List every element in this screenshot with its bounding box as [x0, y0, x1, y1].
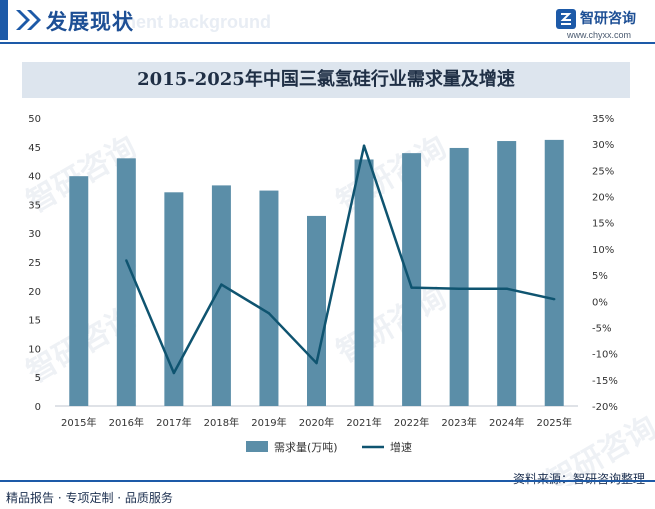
y-left-tick-label: 10: [28, 344, 41, 355]
bar: [402, 153, 422, 406]
y-left-tick-label: 30: [28, 229, 41, 240]
y-right-tick-label: -5%: [592, 323, 611, 334]
bar: [69, 176, 89, 406]
page-header: ment background 发展现状 智研咨询 www.chyxx.com: [0, 0, 655, 44]
y-right-tick-label: 5%: [592, 271, 608, 282]
line-point: [505, 287, 508, 290]
bar: [307, 215, 326, 406]
line-point: [267, 312, 271, 315]
footer-slogan: 精品报告 · 专项定制 · 品质服务: [6, 491, 173, 505]
chevron-right-icon: [16, 10, 41, 30]
y-right-tick-label: -10%: [592, 350, 618, 361]
bar: [211, 185, 231, 406]
y-left-tick-label: 25: [28, 258, 41, 269]
line-point: [125, 259, 128, 262]
x-tick-label: 2018年: [204, 416, 239, 429]
line-point: [553, 297, 556, 301]
y-right-tick-label: 15%: [592, 219, 614, 230]
chart-title-band: [22, 62, 630, 98]
y-right-tick-label: 20%: [592, 193, 614, 204]
y-right-tick-label: -20%: [592, 402, 618, 413]
page-title: 发展现状: [46, 10, 134, 34]
header-divider: [0, 42, 655, 44]
y-right-tick-label: 30%: [592, 140, 614, 151]
bar-series: [69, 139, 564, 406]
y-left-tick-label: 15: [28, 316, 41, 327]
y-left-tick-label: 20: [28, 287, 41, 298]
chart-title: 2015-2025年中国三氯氢硅行业需求量及增速: [137, 69, 515, 90]
y-left-tick-label: 50: [28, 114, 41, 125]
header-watermark: ment background: [120, 12, 272, 32]
y-right-tick-label: 25%: [592, 166, 614, 177]
y-left-tick-label: 0: [35, 402, 41, 413]
x-tick-label: 2021年: [346, 416, 381, 429]
brand-name: 智研咨询: [580, 11, 636, 27]
y-left-tick-label: 40: [28, 172, 41, 183]
x-tick-label: 2016年: [109, 416, 144, 429]
legend: 需求量(万吨) 增速: [246, 440, 412, 454]
x-tick-label: 2017年: [156, 416, 191, 429]
page-footer: [0, 486, 655, 509]
x-axis: 2015年 2016年 2017年 2018年 2019年 2020年 2021年 2022年…: [61, 416, 572, 429]
line-point: [172, 371, 176, 375]
x-tick-label: 2020年: [299, 416, 334, 429]
legend-label: 需求量(万吨): [274, 441, 338, 454]
bar: [544, 139, 564, 406]
bar: [449, 147, 469, 406]
bar: [116, 158, 136, 406]
chart-canvas: 0 5 10 15 20 25 30 35 40 45 50 -20% -15% -10% -5% 0% 5%…: [28, 114, 618, 454]
x-tick-label: 2025年: [537, 416, 572, 429]
line-point: [220, 283, 223, 286]
x-tick-label: 2024年: [489, 416, 524, 429]
source-note: 资料来源：智研咨询整理: [512, 472, 645, 486]
bar: [497, 141, 517, 406]
header-accent-bar: [0, 0, 8, 40]
x-tick-label: 2023年: [441, 416, 476, 429]
bar: [164, 192, 184, 406]
brand-url[interactable]: www.chyxx.com: [567, 30, 632, 40]
x-tick-label: 2015年: [61, 416, 96, 429]
y-left-tick-label: 5: [35, 373, 41, 384]
line-point: [315, 361, 318, 365]
legend-label: 增速: [390, 440, 412, 454]
bar: [354, 159, 374, 406]
y-right-tick-label: 0%: [592, 297, 608, 308]
bar: [259, 190, 279, 406]
line-point: [362, 144, 366, 147]
y-left-tick-label: 35: [28, 200, 41, 211]
y-right-tick-label: 10%: [592, 245, 614, 256]
y-axis-right: -20% -15% -10% -5% 0% 5% 10% 15% 20% 25% 30% 35%: [592, 114, 618, 413]
brand-logo-icon: [556, 9, 576, 29]
y-left-tick-label: 45: [28, 143, 41, 154]
line-series: [125, 144, 556, 375]
line-point: [457, 287, 461, 290]
y-right-tick-label: 35%: [592, 114, 614, 125]
y-right-tick-label: -15%: [592, 376, 618, 387]
legend-swatch-bar: [246, 441, 268, 452]
line-point: [410, 286, 413, 289]
x-tick-label: 2022年: [394, 416, 429, 429]
x-tick-label: 2019年: [251, 416, 286, 429]
footer-divider: [0, 480, 655, 482]
y-axis-left: 0 5 10 15 20 25 30 35 40 45 50: [28, 114, 41, 413]
growth-line: [125, 144, 555, 375]
